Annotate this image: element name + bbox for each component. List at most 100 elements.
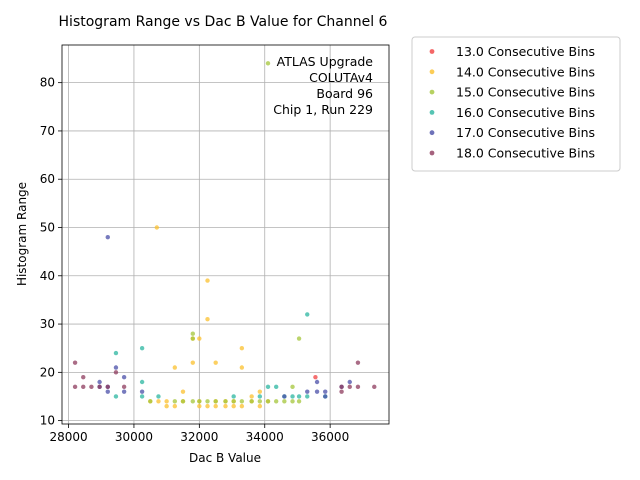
series-2 xyxy=(148,225,271,409)
data-point xyxy=(172,399,178,404)
data-point xyxy=(313,374,318,380)
data-point xyxy=(89,384,94,390)
y-tick-label: 60 xyxy=(40,172,55,186)
data-point xyxy=(282,394,287,399)
data-point xyxy=(148,399,153,404)
data-point xyxy=(190,331,195,336)
y-axis-label: Histogram Range xyxy=(15,182,29,286)
legend-marker xyxy=(429,110,435,115)
data-point xyxy=(205,403,210,409)
data-point xyxy=(180,399,186,404)
series-1 xyxy=(313,374,318,380)
annotation-box: ATLAS Upgrade COLUTAv4 Board 96 Chip 1, … xyxy=(273,54,373,117)
plot-area-frame xyxy=(61,44,390,425)
data-point xyxy=(290,384,295,390)
series-3 xyxy=(148,61,302,404)
data-point xyxy=(249,399,254,404)
data-point xyxy=(121,389,127,394)
data-point xyxy=(305,394,310,399)
legend-marker xyxy=(429,130,435,136)
data-point xyxy=(105,384,110,390)
data-point xyxy=(239,346,245,351)
legend-marker xyxy=(429,49,435,54)
x-tick-label: 34000 xyxy=(246,430,284,444)
x-tick-label: 30000 xyxy=(115,430,153,444)
legend-label: 15.0 Consecutive Bins xyxy=(456,85,595,100)
x-axis-label: Dac B Value xyxy=(189,451,261,465)
x-tick-label: 32000 xyxy=(180,430,218,444)
y-tick-label: 40 xyxy=(40,269,55,283)
data-point xyxy=(314,389,320,394)
data-point xyxy=(190,336,195,341)
data-point xyxy=(139,379,145,385)
data-point xyxy=(97,379,102,385)
data-point xyxy=(205,317,210,322)
y-tick-label: 20 xyxy=(40,365,55,379)
data-point xyxy=(105,389,110,394)
data-point xyxy=(172,403,178,409)
data-point xyxy=(139,394,145,399)
data-point xyxy=(273,384,279,390)
data-point xyxy=(290,399,295,404)
data-point xyxy=(265,399,271,404)
data-point xyxy=(113,365,119,370)
data-point xyxy=(113,370,119,375)
annotation-line-2: COLUTAv4 xyxy=(309,70,373,85)
data-point xyxy=(290,394,295,399)
data-point xyxy=(296,336,302,341)
data-point xyxy=(231,403,236,409)
data-point xyxy=(164,403,169,409)
data-point xyxy=(347,384,352,390)
data-point xyxy=(164,399,169,404)
data-point xyxy=(213,399,218,404)
data-point xyxy=(156,394,161,399)
data-point xyxy=(139,389,145,394)
data-point xyxy=(190,360,195,365)
data-point xyxy=(154,225,160,230)
legend-marker xyxy=(429,69,435,75)
data-point xyxy=(121,384,127,390)
data-point xyxy=(205,278,210,283)
data-points xyxy=(72,61,377,409)
data-point xyxy=(372,384,377,390)
data-point xyxy=(72,384,78,390)
data-point xyxy=(257,389,263,394)
data-point xyxy=(205,399,210,404)
data-point xyxy=(249,394,254,399)
data-point xyxy=(257,403,263,409)
data-point xyxy=(239,403,245,409)
data-point xyxy=(156,399,161,404)
data-point xyxy=(305,312,310,317)
data-point xyxy=(172,365,178,370)
data-point xyxy=(347,379,352,385)
data-point xyxy=(305,389,310,394)
legend-label: 17.0 Consecutive Bins xyxy=(456,125,595,140)
data-point xyxy=(190,399,195,404)
data-point xyxy=(257,399,263,404)
annotation-line-3: Board 96 xyxy=(316,86,373,101)
annotation-line-4: Chip 1, Run 229 xyxy=(273,102,373,117)
legend-label: 18.0 Consecutive Bins xyxy=(456,146,595,161)
data-point xyxy=(282,399,287,404)
data-point xyxy=(213,403,218,409)
data-point xyxy=(105,234,110,240)
data-point xyxy=(355,384,361,390)
data-point xyxy=(81,374,86,380)
y-tick-label: 70 xyxy=(40,124,55,138)
data-point xyxy=(323,389,328,394)
data-point xyxy=(257,394,263,399)
data-point xyxy=(139,346,145,351)
data-point xyxy=(296,399,302,404)
data-point xyxy=(81,384,86,390)
data-point xyxy=(223,403,228,409)
legend-label: 14.0 Consecutive Bins xyxy=(456,64,595,79)
legend-label: 16.0 Consecutive Bins xyxy=(456,105,595,120)
data-point xyxy=(339,389,344,394)
data-point xyxy=(265,384,271,390)
series-5 xyxy=(97,234,352,399)
x-tick-label: 28000 xyxy=(49,430,87,444)
data-point xyxy=(223,399,228,404)
annotation-line-1: ATLAS Upgrade xyxy=(277,54,374,69)
data-point xyxy=(197,336,202,341)
